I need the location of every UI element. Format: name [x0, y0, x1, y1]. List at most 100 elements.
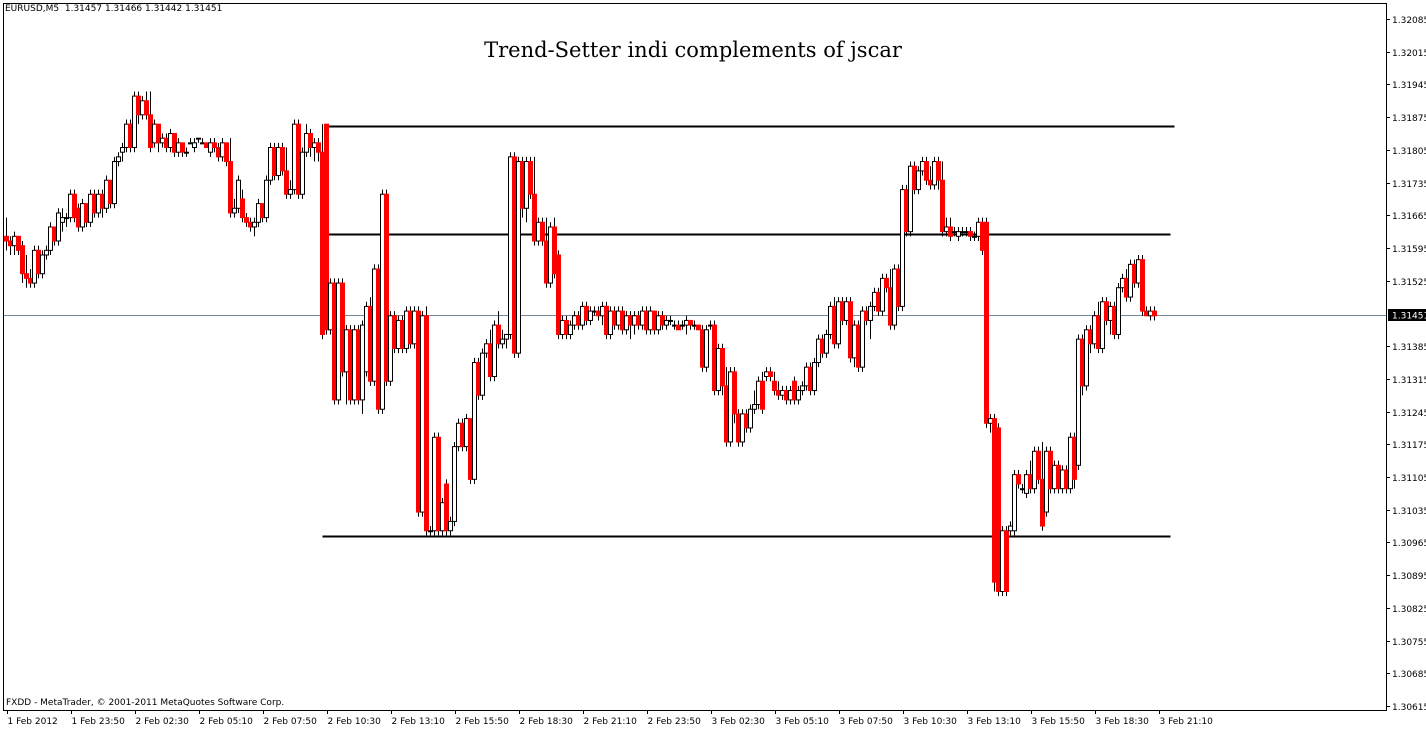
candle — [1056, 460, 1061, 494]
candle — [336, 278, 341, 405]
price-tick-label: 1.31665 — [1392, 212, 1426, 222]
candle — [1052, 460, 1057, 494]
bear-candle-body — [164, 137, 169, 149]
bull-candle-body — [1120, 277, 1125, 289]
bull-candle-body — [236, 179, 241, 209]
candle — [280, 142, 285, 176]
candle — [288, 180, 293, 199]
bull-candle-body — [668, 319, 673, 322]
bear-candle-body — [1056, 464, 1061, 490]
bull-candle-body — [232, 207, 237, 214]
bull-candle-body — [516, 161, 521, 354]
bull-candle-body — [956, 231, 961, 237]
bear-candle-body — [1124, 277, 1129, 298]
bear-candle-body — [108, 179, 113, 205]
candle — [116, 152, 121, 167]
candle — [1016, 469, 1021, 489]
candle — [376, 264, 381, 414]
bear-candle-body — [512, 156, 517, 354]
current-price-box — [1388, 309, 1426, 321]
price-tick-label: 1.31525 — [1392, 278, 1426, 288]
bull-candle-body — [572, 315, 577, 326]
candle — [568, 320, 573, 340]
candle — [132, 91, 137, 153]
bear-candle-body — [620, 310, 625, 331]
bear-candle-body — [532, 193, 537, 242]
candle — [812, 357, 817, 396]
time-tick-label: 3 Feb 13:10 — [968, 717, 1022, 727]
candle — [60, 208, 65, 232]
bear-candle-body — [260, 203, 265, 219]
bear-candle-body — [376, 268, 381, 410]
candle — [20, 240, 25, 284]
candle — [224, 142, 229, 167]
bear-candle-body — [928, 179, 933, 186]
candle — [880, 273, 885, 316]
bull-candle-body — [952, 231, 957, 234]
bull-candle-body — [728, 371, 733, 443]
candle — [968, 226, 973, 241]
candle — [284, 147, 289, 199]
bear-candle-body — [284, 170, 289, 195]
bull-candle-body — [208, 142, 213, 153]
candle — [836, 297, 841, 349]
copyright-notice: FXDD - MetaTrader, © 2001-2011 MetaQuote… — [6, 698, 285, 708]
bull-candle-body — [504, 333, 509, 340]
price-tick-label: 1.31245 — [1392, 409, 1426, 419]
bull-candle-body — [88, 193, 93, 223]
bear-candle-body — [1016, 474, 1021, 485]
bull-candle-body — [120, 147, 125, 153]
candle — [532, 156, 537, 246]
candle — [760, 371, 765, 414]
candle — [1000, 526, 1005, 597]
candle — [512, 152, 517, 358]
candle — [804, 362, 809, 391]
candle — [620, 306, 625, 335]
bear-candle-body — [1132, 263, 1137, 284]
candle — [604, 301, 609, 340]
candle — [444, 479, 449, 536]
candle — [400, 315, 405, 354]
bear-candle-body — [136, 95, 141, 116]
candle — [44, 245, 49, 260]
current-price-label: 1.31451 — [1392, 312, 1426, 322]
price-tick-label: 1.31035 — [1392, 507, 1426, 517]
candle — [732, 367, 737, 424]
candle — [644, 306, 649, 335]
bull-candle-body — [1052, 464, 1057, 490]
bull-candle-body — [492, 324, 497, 378]
candle — [88, 189, 93, 227]
candle — [144, 91, 149, 120]
bear-candle-body — [544, 240, 549, 284]
bear-candle-body — [324, 123, 329, 331]
bull-candle-body — [196, 137, 201, 140]
candle — [56, 208, 61, 246]
candle — [736, 409, 741, 447]
candle — [1140, 255, 1145, 316]
candle — [756, 376, 761, 410]
bear-candle-body — [700, 329, 705, 368]
bull-candle-body — [672, 324, 677, 327]
candle — [32, 245, 37, 288]
bear-candle-body — [392, 315, 397, 349]
bear-candle-body — [644, 310, 649, 331]
bear-candle-body — [1036, 450, 1041, 480]
bull-candle-body — [1044, 450, 1049, 513]
candle — [868, 301, 873, 340]
bear-candle-body — [320, 151, 325, 335]
bear-candle-body — [36, 249, 41, 275]
candle — [748, 404, 753, 433]
bear-candle-body — [760, 380, 765, 410]
bear-candle-body — [520, 161, 525, 209]
candle — [352, 325, 357, 405]
bear-candle-body — [84, 203, 89, 223]
bull-candle-body — [1084, 329, 1089, 387]
bull-candle-body — [276, 147, 281, 177]
bull-candle-body — [616, 310, 621, 326]
bull-candle-body — [844, 301, 849, 321]
candle — [1116, 283, 1121, 340]
candle — [508, 152, 513, 340]
price-tick-label: 1.31805 — [1392, 147, 1426, 157]
candle — [316, 138, 321, 162]
